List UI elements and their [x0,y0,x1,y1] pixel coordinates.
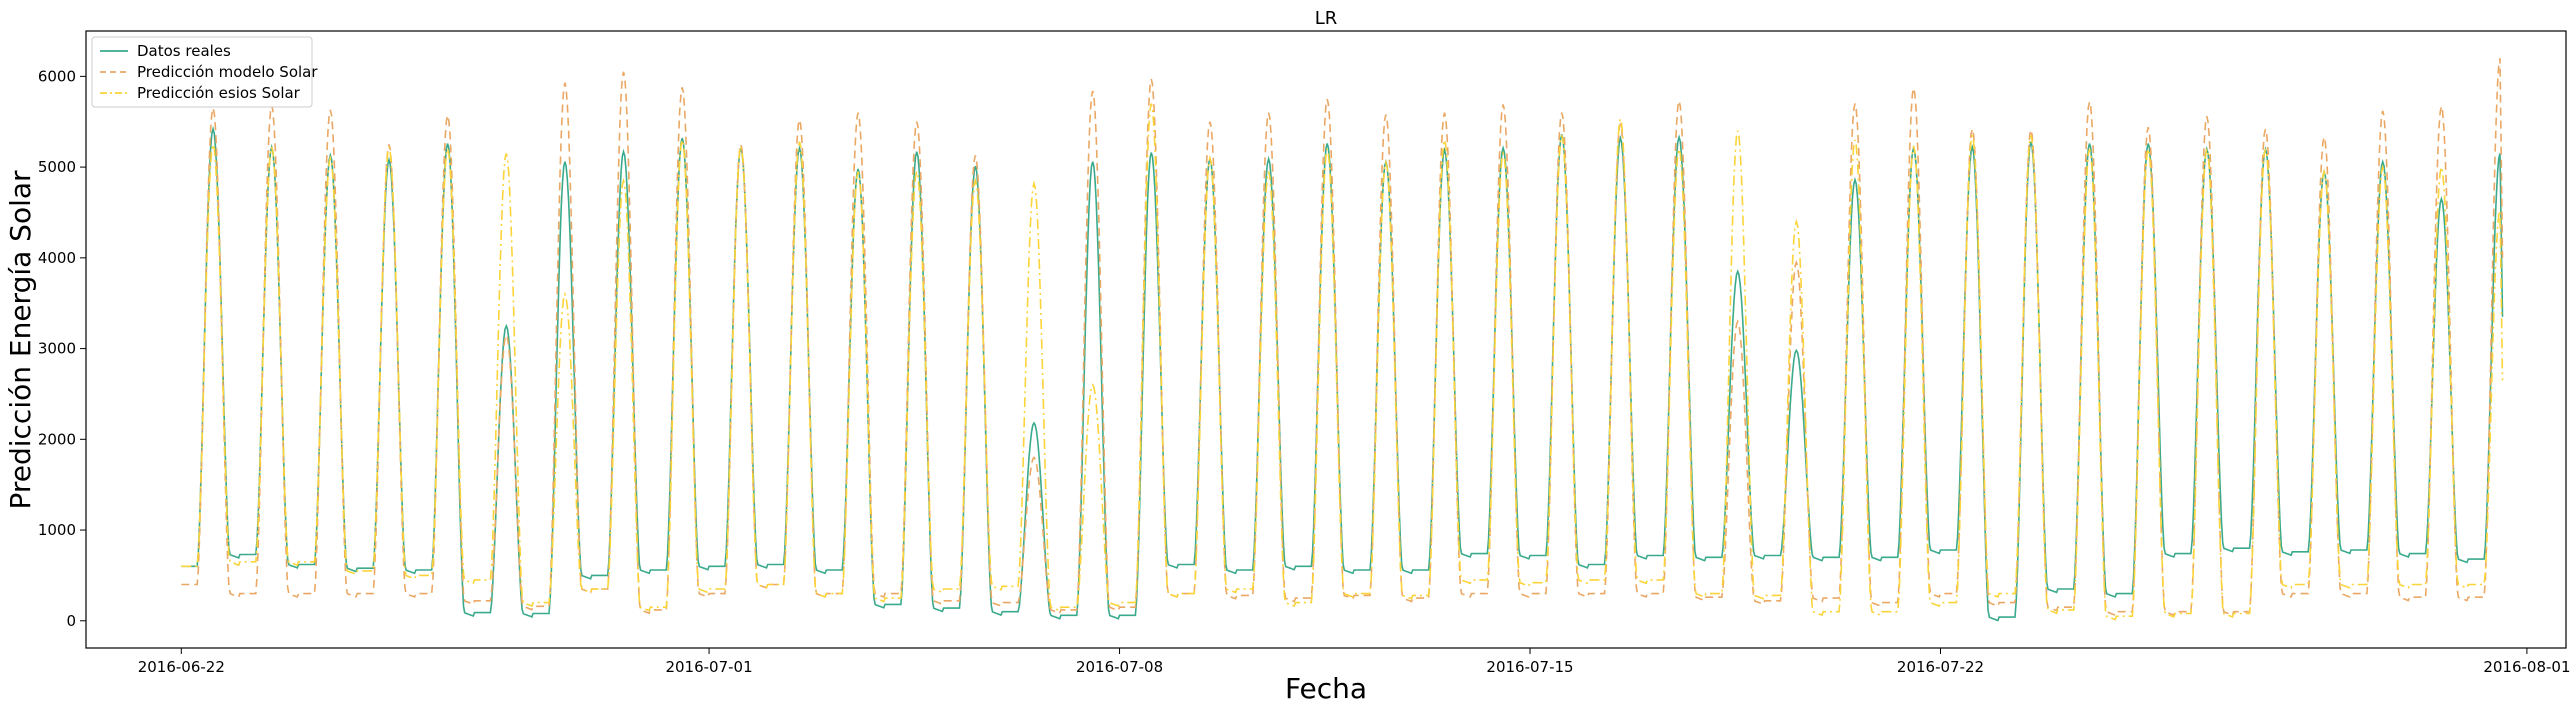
y-tick-label: 2000 [38,430,76,448]
chart-title: LR [1315,8,1338,29]
y-tick-label: 1000 [38,521,76,539]
legend-label: Predicción modelo Solar [137,63,318,81]
x-tick-label: 2016-08-01 [2483,658,2570,676]
x-tick-label: 2016-07-22 [1897,658,1984,676]
plot-frame [85,30,2567,649]
series-line-2 [181,58,2504,617]
x-tick-label: 2016-07-08 [1076,658,1163,676]
legend: Datos reales Predicción modelo Solar Predi… [91,36,318,108]
series-line-3 [181,103,2504,621]
y-tick-label: 0 [66,612,76,630]
legend-box [91,36,313,108]
series-line-1 [181,125,2504,622]
legend-label: Datos reales [137,42,231,60]
y-axis-ticks: 0 1000 2000 3000 4000 5000 6000 [38,67,86,630]
x-tick-label: 2016-07-15 [1486,658,1573,676]
y-tick-label: 4000 [38,249,76,267]
x-tick-label: 2016-06-22 [138,658,225,676]
y-tick-label: 5000 [38,158,76,176]
x-tick-label: 2016-07-01 [665,658,752,676]
y-axis-title: Predicción Energía Solar [4,170,37,510]
y-tick-label: 3000 [38,340,76,358]
y-tick-label: 6000 [38,67,76,85]
legend-label: Predicción esios Solar [137,84,301,102]
series-layer [181,58,2504,622]
x-axis-title: Fecha [1285,672,1367,705]
x-axis-ticks: 2016-06-22 2016-07-01 2016-07-08 2016-07-15… [138,648,2571,676]
